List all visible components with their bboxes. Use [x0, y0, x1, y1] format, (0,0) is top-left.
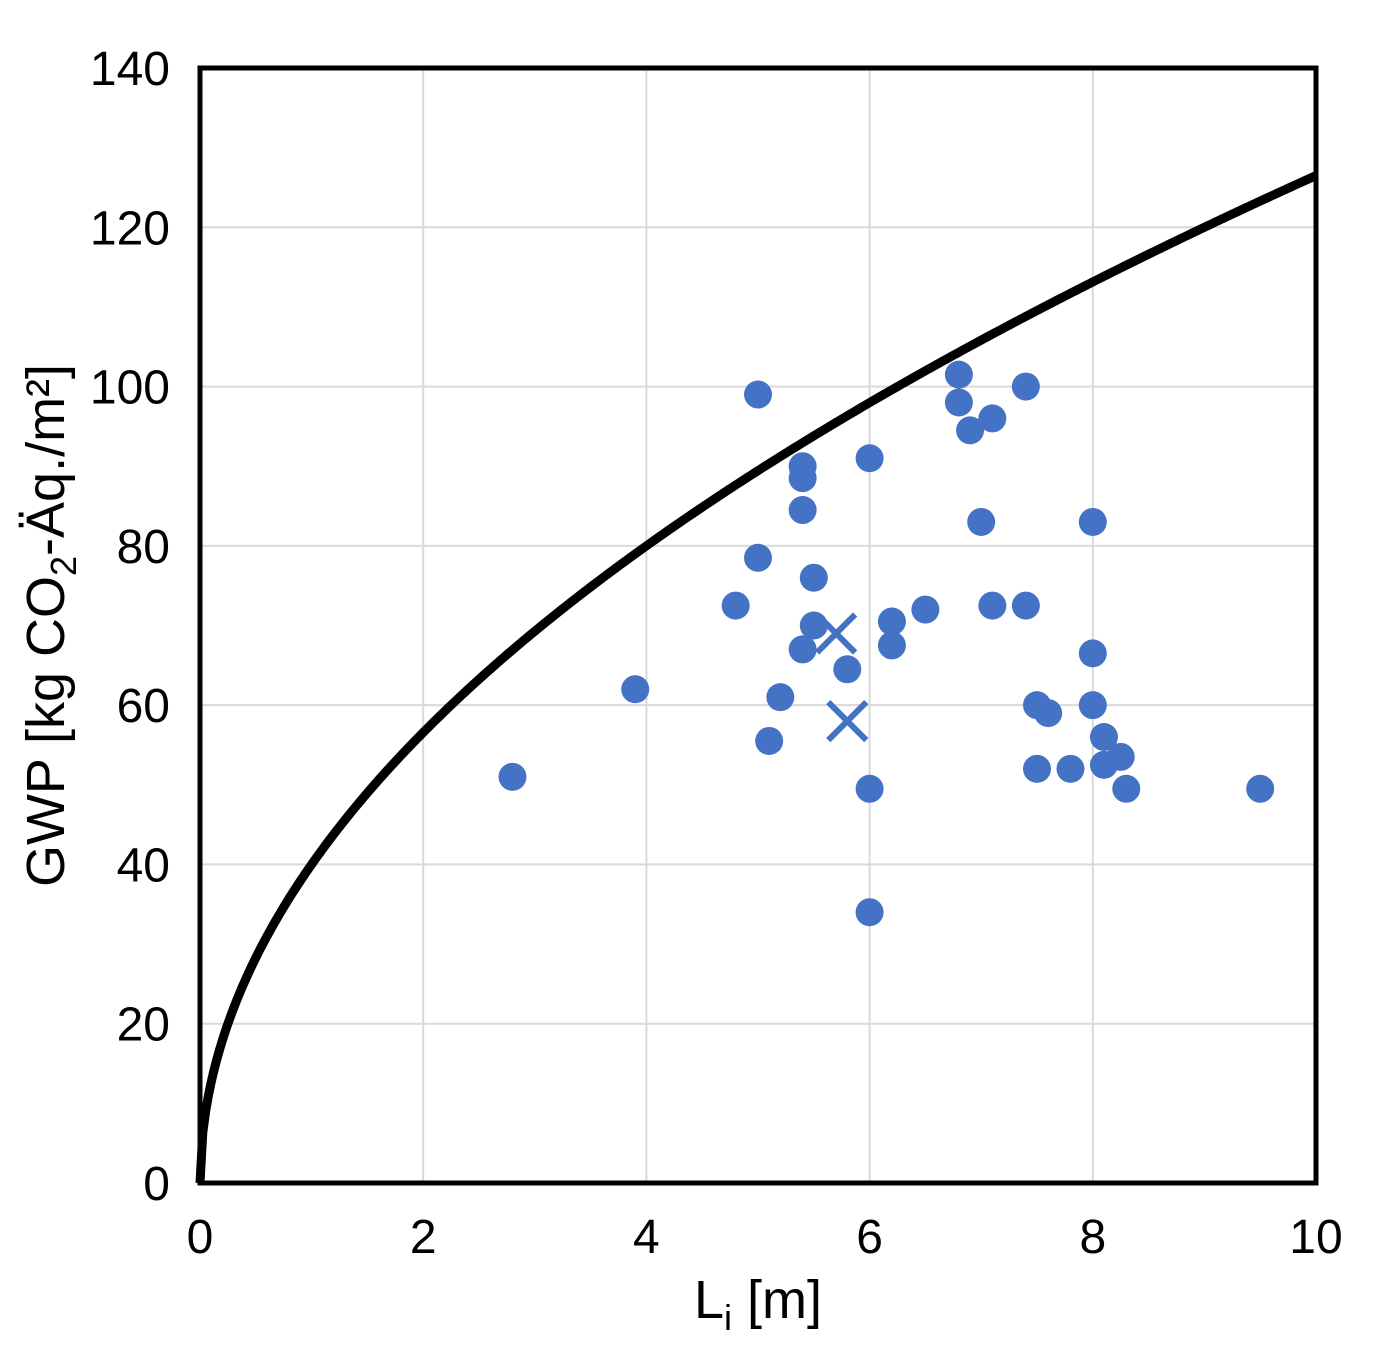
data-point [967, 507, 996, 536]
data-point [855, 444, 884, 473]
data-point [978, 404, 1007, 433]
y-tick-label: 0 [143, 1158, 170, 1211]
data-point [744, 380, 772, 409]
data-point [855, 898, 884, 927]
tick-label-layer: 0 20 40 60 80 100 120 140 0 2 4 6 8 10 [90, 43, 1343, 1264]
data-point [1056, 754, 1085, 783]
data-point [1089, 723, 1118, 751]
data-point [944, 388, 973, 417]
x-tick-label: 6 [856, 1211, 883, 1264]
data-point [744, 543, 772, 572]
x-marker-layer [814, 612, 869, 743]
data-point [944, 360, 973, 389]
x-axis-title: Li [m] [694, 1270, 822, 1338]
data-point [877, 631, 906, 660]
limit-curve-layer [195, 171, 1318, 1184]
y-tick-label: 120 [90, 202, 170, 255]
data-point [1078, 507, 1107, 536]
data-point [799, 611, 828, 640]
data-point [956, 416, 985, 445]
data-point [1112, 774, 1141, 803]
data-point [788, 635, 817, 664]
data-point [498, 762, 527, 791]
data-point-layer [498, 360, 1275, 927]
x-tick-label: 2 [410, 1211, 437, 1264]
data-point [1034, 699, 1063, 728]
x-marker [826, 699, 869, 743]
y-axis-title: GWP [kg CO2-Äq./m²] [16, 364, 84, 887]
limit-curve [195, 171, 1318, 1184]
x-tick-label: 4 [633, 1211, 660, 1264]
y-tick-label: 140 [90, 43, 170, 96]
data-point [1078, 691, 1107, 720]
plot-border [197, 65, 1319, 1186]
data-point [799, 563, 828, 592]
axis-title-layer: Li [m] GWP [kg CO2-Äq./m²] [16, 364, 822, 1338]
data-point [1106, 742, 1135, 771]
data-point [978, 591, 1007, 620]
y-tick-label: 100 [90, 362, 170, 415]
plot-border-layer [197, 65, 1319, 1186]
data-point [1246, 774, 1275, 803]
data-point [911, 595, 940, 624]
data-point [721, 591, 750, 620]
data-point [621, 675, 650, 704]
data-point [833, 655, 862, 684]
data-point [788, 452, 817, 481]
x-marker [814, 612, 858, 655]
data-point [788, 496, 817, 525]
data-point [1023, 754, 1051, 783]
data-point [755, 726, 784, 755]
data-point [1011, 372, 1040, 401]
data-point [766, 683, 795, 712]
x-tick-label: 10 [1289, 1211, 1342, 1264]
y-tick-label: 20 [117, 999, 170, 1052]
data-point [877, 607, 906, 636]
y-tick-label: 40 [117, 839, 170, 892]
y-tick-label: 80 [117, 521, 170, 574]
x-tick-label: 0 [187, 1211, 214, 1264]
data-point [855, 774, 884, 803]
gridlines [200, 68, 1316, 1183]
y-tick-label: 60 [117, 680, 170, 733]
data-point [1078, 639, 1107, 668]
data-point [1011, 591, 1040, 620]
x-tick-label: 8 [1079, 1211, 1106, 1264]
